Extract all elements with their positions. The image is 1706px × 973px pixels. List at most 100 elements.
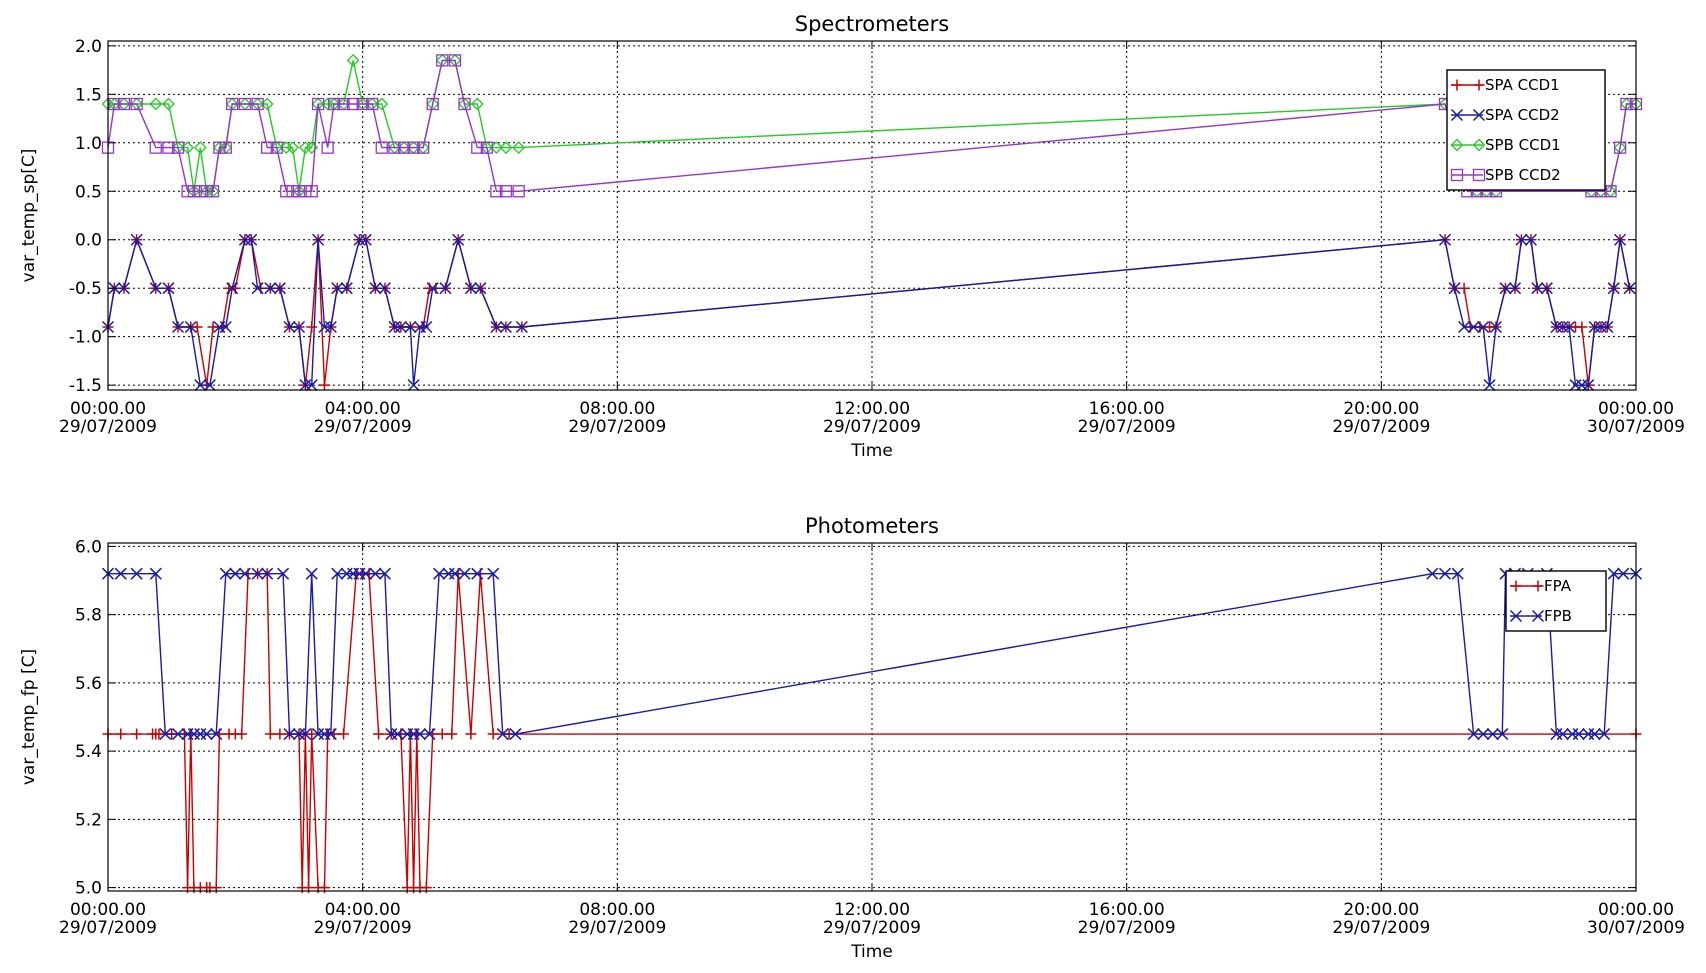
legend-marker bbox=[1531, 609, 1545, 623]
x-tick-label-date: 29/07/2009 bbox=[1078, 918, 1176, 938]
data-point bbox=[331, 567, 344, 580]
data-point bbox=[340, 282, 353, 295]
data-point bbox=[375, 141, 388, 154]
data-point bbox=[487, 567, 500, 580]
data-point bbox=[512, 141, 526, 155]
data-point bbox=[277, 567, 290, 580]
data-point bbox=[299, 185, 312, 198]
data-point bbox=[238, 97, 252, 111]
data-point bbox=[159, 728, 172, 741]
data-point bbox=[1588, 728, 1601, 741]
data-point bbox=[378, 567, 391, 580]
photometers-legend: FPA FPB bbox=[1505, 570, 1607, 632]
y-tick-label: 5.0 bbox=[75, 879, 102, 899]
x-tick-label-date: 29/07/2009 bbox=[1332, 918, 1430, 938]
x-tick-label: 12:00.00 bbox=[834, 399, 910, 419]
data-point bbox=[261, 141, 274, 154]
y-tick-label: -1.5 bbox=[69, 376, 102, 396]
data-point bbox=[305, 379, 318, 392]
data-point bbox=[407, 379, 420, 392]
data-point bbox=[512, 185, 525, 198]
data-point bbox=[171, 141, 185, 154]
data-point bbox=[397, 141, 411, 154]
data-point bbox=[1617, 567, 1630, 580]
y-tick-label: -0.5 bbox=[69, 279, 102, 299]
data-point bbox=[184, 320, 197, 334]
data-point bbox=[311, 97, 325, 111]
data-point bbox=[219, 567, 232, 580]
data-point bbox=[1508, 282, 1522, 295]
data-point bbox=[1499, 282, 1512, 295]
x-tick-label-date: 29/07/2009 bbox=[823, 417, 921, 437]
legend-marker bbox=[1473, 79, 1485, 91]
data-point bbox=[1607, 282, 1620, 295]
legend-marker bbox=[1509, 609, 1523, 623]
x-tick-label: 12:00.00 bbox=[834, 900, 910, 920]
x-tick-label: 00:00.00 bbox=[70, 399, 146, 419]
data-point bbox=[388, 141, 401, 154]
data-point bbox=[1607, 567, 1620, 580]
data-point bbox=[238, 567, 251, 580]
data-point bbox=[273, 282, 286, 295]
x-tick-label-date: 29/07/2009 bbox=[568, 918, 666, 938]
data-point bbox=[172, 728, 185, 741]
spectrometers-title: Spectrometers bbox=[795, 12, 950, 36]
legend-marker bbox=[1450, 108, 1464, 122]
legend-label: FPB bbox=[1544, 607, 1572, 625]
data-point bbox=[346, 53, 360, 67]
legend-marker bbox=[1510, 580, 1522, 592]
x-tick-label: 00:00.00 bbox=[1598, 900, 1674, 920]
data-point bbox=[130, 97, 143, 111]
legend-marker bbox=[1532, 580, 1544, 592]
data-point bbox=[369, 567, 382, 580]
data-point bbox=[499, 185, 513, 198]
y-tick-label: 5.8 bbox=[75, 606, 102, 626]
data-point bbox=[1426, 567, 1439, 580]
data-point bbox=[359, 567, 372, 580]
legend-label: FPA bbox=[1544, 577, 1572, 595]
legend-marker bbox=[1451, 79, 1463, 91]
data-point bbox=[1556, 728, 1569, 741]
data-point bbox=[292, 185, 306, 198]
data-point bbox=[219, 320, 232, 334]
data-point bbox=[286, 185, 299, 198]
y-tick-label: 0.0 bbox=[75, 231, 102, 251]
data-point bbox=[1598, 728, 1611, 741]
data-point bbox=[305, 185, 318, 198]
data-point bbox=[1486, 728, 1499, 741]
data-point bbox=[1458, 320, 1471, 334]
data-point bbox=[305, 567, 318, 580]
data-point bbox=[194, 185, 207, 198]
data-point bbox=[369, 282, 382, 295]
data-point bbox=[1496, 728, 1509, 741]
data-point bbox=[391, 728, 404, 741]
spectrometers-legend: SPA CCD1 SPA CCD2 SPB CCD1 SPB CCD2 bbox=[1446, 69, 1606, 191]
data-point bbox=[1620, 97, 1633, 111]
data-point bbox=[1438, 567, 1452, 580]
data-point bbox=[149, 282, 162, 295]
x-tick-label: 20:00.00 bbox=[1343, 900, 1419, 920]
data-point bbox=[324, 320, 337, 334]
data-point bbox=[193, 141, 207, 155]
data-point bbox=[1451, 567, 1464, 580]
data-point bbox=[226, 282, 239, 295]
data-point bbox=[1467, 320, 1480, 334]
data-point bbox=[1467, 728, 1480, 741]
data-point bbox=[283, 728, 296, 741]
data-point bbox=[452, 233, 465, 246]
x-tick-label-date: 29/07/2009 bbox=[314, 417, 412, 437]
data-point bbox=[458, 567, 471, 580]
y-tick-label: -1.0 bbox=[69, 328, 102, 348]
data-point bbox=[206, 185, 220, 198]
x-tick-label: 04:00.00 bbox=[325, 900, 401, 920]
data-point bbox=[280, 185, 293, 198]
data-point bbox=[130, 233, 143, 246]
data-point bbox=[356, 97, 369, 111]
data-point bbox=[1531, 282, 1544, 295]
data-point bbox=[117, 97, 131, 111]
data-point bbox=[210, 728, 223, 741]
series-line bbox=[108, 573, 1636, 889]
data-point bbox=[1477, 320, 1490, 334]
